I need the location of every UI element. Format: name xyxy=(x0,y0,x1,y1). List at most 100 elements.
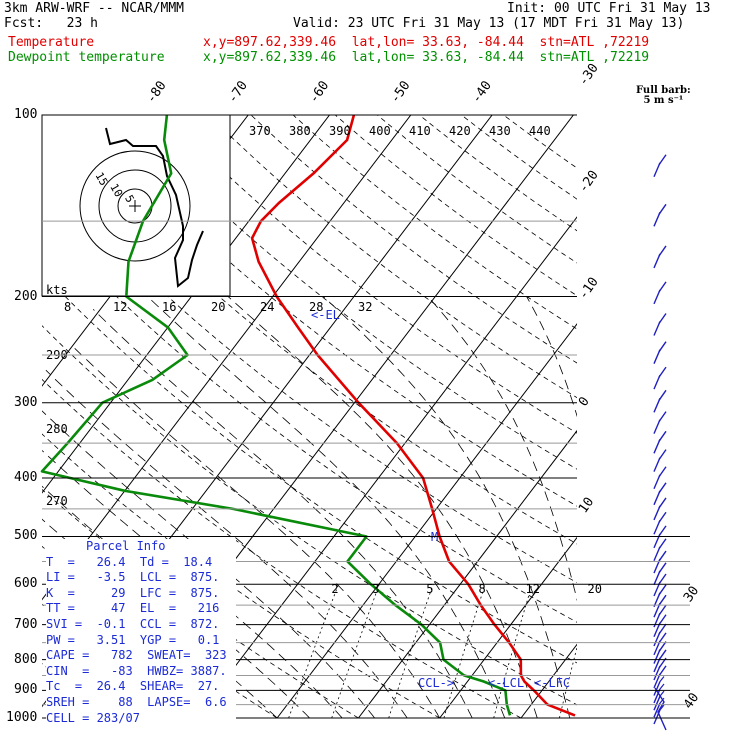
pressure-label: 800 xyxy=(14,651,38,667)
wind-barb xyxy=(653,665,661,681)
init-time: Init: 00 UTC Fri 31 May 13 xyxy=(507,1,711,16)
el-marker: <-EL xyxy=(311,308,340,322)
isotherm-label: -80 xyxy=(144,78,170,106)
wind-barb xyxy=(653,688,661,704)
wind-barb-flag xyxy=(658,341,667,353)
theta-side-label: 280 xyxy=(46,422,68,436)
wind-barb xyxy=(653,631,661,647)
isotherm-line xyxy=(195,216,577,718)
moist-adiabat xyxy=(42,485,310,718)
pressure-label: 400 xyxy=(14,470,38,486)
hodograph-trace xyxy=(105,127,204,288)
wind-barb xyxy=(653,374,661,390)
wind-barb-flag xyxy=(658,389,667,401)
mixing-ratio-line xyxy=(331,584,380,718)
dewpoint-legend-label: Dewpoint temperature xyxy=(8,50,165,65)
wind-barb-flag xyxy=(658,550,667,562)
moist-adiabat xyxy=(70,344,441,718)
moist-adiabat xyxy=(323,296,571,718)
isotherm-label: 30 xyxy=(681,584,702,605)
dewpoint-profile xyxy=(40,114,512,716)
theta-label: 370 xyxy=(249,124,271,138)
temperature-profile xyxy=(250,114,576,717)
wind-barb-flag xyxy=(658,449,667,461)
wind-barb xyxy=(653,474,661,490)
theta-label: 430 xyxy=(489,124,511,138)
m-marker: M xyxy=(431,530,438,544)
parcel-info-row: TT = 47 EL = 216 xyxy=(46,601,220,616)
dry-adiabat xyxy=(166,115,577,434)
wind-barb xyxy=(653,640,661,656)
dry-adiabat xyxy=(461,115,577,200)
theta-side-label: 270 xyxy=(46,494,68,508)
hodograph-ring xyxy=(79,150,191,262)
wind-barb xyxy=(653,709,661,725)
mixing-ratio-label: 8 xyxy=(478,582,485,596)
wind-barb-flag xyxy=(658,649,667,661)
parcel-info-row: Tc = 26.4 SHEAR= 27. xyxy=(46,679,220,694)
barb-legend-line2: 5 m s⁻¹ xyxy=(643,95,684,106)
wind-barb xyxy=(653,657,661,673)
isotherm-line xyxy=(42,115,412,601)
wind-barb-flag xyxy=(658,497,667,509)
isotherm-label: 40 xyxy=(681,690,702,711)
isotherm-label: -10 xyxy=(576,275,602,303)
dry-adiabat xyxy=(334,115,577,297)
pressure-label: 100 xyxy=(14,107,38,122)
temperature-legend-label: Temperature xyxy=(8,35,95,50)
lfc-marker: <-LFC xyxy=(534,676,570,690)
hodograph-ring-label: 10 xyxy=(107,181,125,199)
wind-barb-flag xyxy=(658,594,667,606)
wind-barb-flag xyxy=(659,697,665,704)
hodograph-speed-label: 24 xyxy=(260,300,274,314)
wind-barb-flag xyxy=(658,281,667,293)
dry-adiabat xyxy=(503,115,577,169)
parcel-info-row: SREH = 88 LAPSE= 6.6 xyxy=(46,694,227,709)
model-title: 3km ARW-WRF -- NCAR/MMM xyxy=(4,1,185,16)
wind-barb-flag xyxy=(658,313,667,324)
moist-adiabat xyxy=(92,309,473,718)
parcel-info-row: CAPE = 782 SWEAT= 323 xyxy=(46,648,227,663)
wind-barb-flag xyxy=(659,690,665,697)
parcel-info-row: PW = 3.51 YGP = 0.1 xyxy=(46,632,220,647)
wind-barb xyxy=(654,687,667,731)
dry-adiabat xyxy=(419,115,577,232)
mixing-ratio-label: 2 xyxy=(331,582,338,596)
wind-barb xyxy=(653,289,661,305)
theta-label: 420 xyxy=(449,124,471,138)
pressure-label: 200 xyxy=(14,288,38,304)
wind-barb xyxy=(653,419,661,434)
mixing-ratio-label: 5 xyxy=(426,582,433,596)
barb-legend-line1: Full barb: xyxy=(636,85,691,96)
mixing-ratio-label: 20 xyxy=(588,582,602,596)
pressure-label: 500 xyxy=(14,528,38,544)
wind-barb xyxy=(653,649,661,664)
mixing-ratio-label: 12 xyxy=(526,582,540,596)
pressure-label: 700 xyxy=(14,616,38,632)
wind-barb-flag xyxy=(659,704,665,711)
wind-barb xyxy=(653,681,661,696)
dry-adiabat xyxy=(208,115,577,399)
wind-barb xyxy=(653,490,661,506)
isotherm-line xyxy=(602,115,740,718)
parcel-info-panel: Parcel Info T = 26.4 Td = 18.4 LI = -3.5 … xyxy=(46,539,236,727)
valid-time: Valid: 23 UTC Fri 31 May 13 (17 MDT Fri … xyxy=(293,16,685,31)
wind-barb xyxy=(653,519,661,535)
wind-barb-flag xyxy=(658,154,667,166)
forecast-hour: Fcst: 23 h xyxy=(4,16,98,31)
dry-adiabat xyxy=(377,115,577,264)
wind-barb-flag xyxy=(658,466,667,478)
wind-barb-flag xyxy=(658,525,667,537)
dewpoint-location-info: x,y=897.62,339.46 lat,lon= 33.63, -84.44… xyxy=(203,50,650,65)
wind-barb-flag xyxy=(658,203,667,215)
parcel-info-row: CELL = 283/07 xyxy=(46,710,140,725)
theta-label: 440 xyxy=(529,124,551,138)
wind-barb-flag xyxy=(658,604,667,616)
pressure-label: 900 xyxy=(14,682,38,698)
wind-barb xyxy=(653,702,661,718)
wind-barb xyxy=(653,349,661,364)
isotherm-label: -50 xyxy=(388,78,414,106)
theta-label: 410 xyxy=(409,124,431,138)
wind-barb xyxy=(653,439,661,454)
